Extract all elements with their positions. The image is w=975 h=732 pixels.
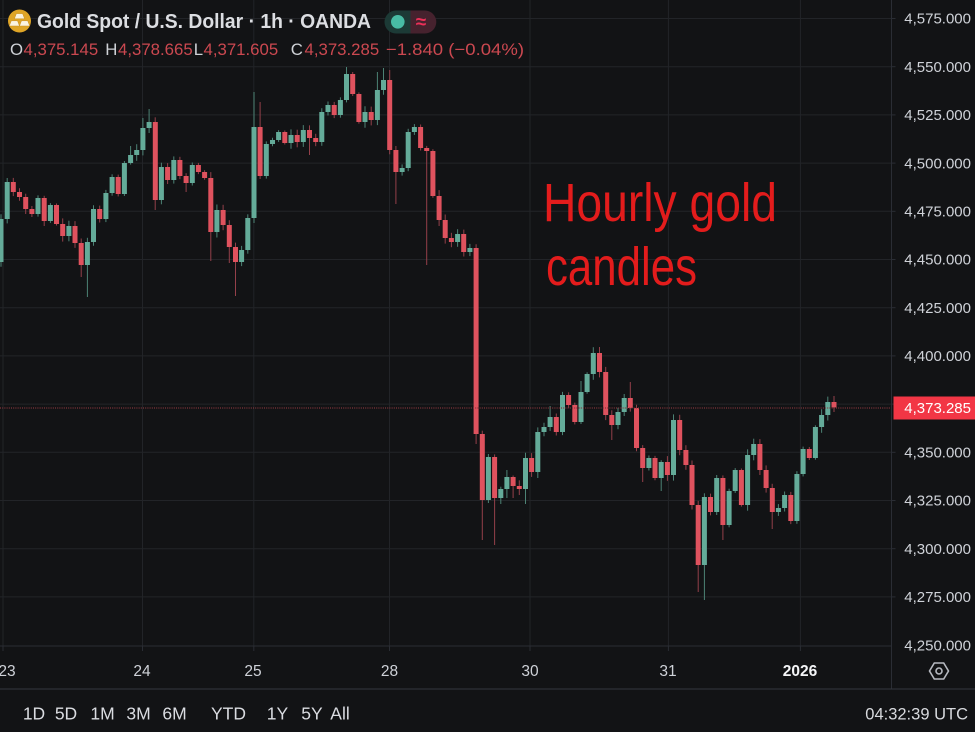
svg-text:4,378.665: 4,378.665 — [118, 40, 193, 59]
svg-text:4,550.000: 4,550.000 — [904, 59, 971, 76]
svg-text:≈: ≈ — [416, 12, 427, 33]
svg-text:4,500.000: 4,500.000 — [904, 155, 971, 172]
svg-text:candles: candles — [546, 237, 697, 297]
svg-text:−1.840 (−0.04%): −1.840 (−0.04%) — [386, 40, 524, 59]
svg-text:4,475.000: 4,475.000 — [904, 204, 971, 221]
svg-text:4,250.000: 4,250.000 — [904, 637, 971, 654]
svg-text:4,525.000: 4,525.000 — [904, 107, 971, 124]
svg-text:5Y: 5Y — [301, 704, 323, 724]
svg-text:23: 23 — [0, 663, 16, 680]
svg-text:L: L — [194, 40, 203, 59]
svg-text:24: 24 — [133, 663, 151, 680]
svg-text:4,300.000: 4,300.000 — [904, 541, 971, 558]
svg-text:1Y: 1Y — [267, 704, 289, 724]
svg-text:2026: 2026 — [783, 663, 818, 680]
svg-text:Gold Spot / U.S. Dollar · 1h ·: Gold Spot / U.S. Dollar · 1h · OANDA — [37, 11, 371, 33]
svg-text:H: H — [105, 40, 117, 59]
svg-text:1M: 1M — [90, 704, 114, 724]
svg-text:6M: 6M — [162, 704, 186, 724]
svg-text:4,325.000: 4,325.000 — [904, 493, 971, 510]
svg-text:30: 30 — [521, 663, 539, 680]
svg-text:All: All — [330, 704, 349, 724]
svg-text:4,400.000: 4,400.000 — [904, 348, 971, 365]
svg-text:4,350.000: 4,350.000 — [904, 445, 971, 462]
svg-text:4,375.145: 4,375.145 — [24, 40, 99, 59]
svg-text:28: 28 — [381, 663, 398, 680]
svg-text:O: O — [10, 40, 23, 59]
svg-text:4,450.000: 4,450.000 — [904, 252, 971, 269]
svg-text:YTD: YTD — [211, 704, 246, 724]
svg-text:Hourly gold: Hourly gold — [543, 173, 777, 233]
svg-text:3M: 3M — [126, 704, 150, 724]
svg-text:4,275.000: 4,275.000 — [904, 589, 971, 606]
svg-text:4,373.285: 4,373.285 — [904, 400, 971, 417]
svg-text:4,373.285: 4,373.285 — [305, 40, 380, 59]
svg-text:4,575.000: 4,575.000 — [904, 11, 971, 28]
svg-text:31: 31 — [659, 663, 676, 680]
svg-text:4,371.605: 4,371.605 — [204, 40, 279, 59]
svg-text:25: 25 — [244, 663, 261, 680]
svg-text:04:32:39 UTC: 04:32:39 UTC — [865, 706, 968, 724]
svg-text:C: C — [291, 40, 303, 59]
svg-text:1D: 1D — [23, 704, 45, 724]
svg-text:4,425.000: 4,425.000 — [904, 300, 971, 317]
svg-text:5D: 5D — [55, 704, 77, 724]
